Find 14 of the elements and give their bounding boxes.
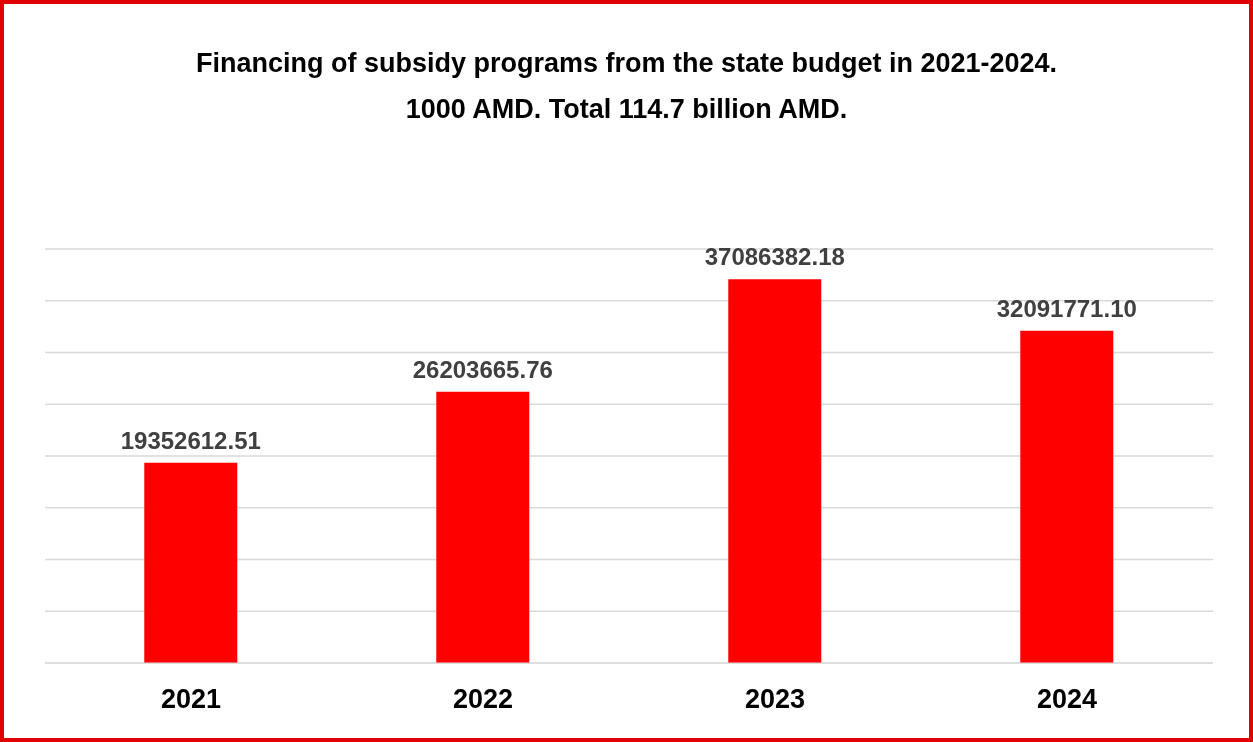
x-tick-label: 2022 [452, 684, 514, 715]
x-tick-label: 2021 [160, 684, 222, 715]
bar [728, 279, 822, 663]
bar [1020, 330, 1114, 663]
data-label: 26203665.76 [412, 355, 553, 383]
data-label: 32091771.10 [996, 294, 1137, 322]
x-tick-label: 2023 [744, 684, 806, 715]
chart-title: Financing of subsidy programs from the state budget in 2021-2024. [194, 47, 1059, 80]
bar [144, 462, 238, 663]
bar [436, 391, 530, 663]
chart-subtitle: 1000 AMD. Total 114.7 billion AMD. [404, 93, 849, 126]
data-label: 19352612.51 [120, 426, 261, 454]
data-label: 37086382.18 [704, 243, 845, 271]
x-tick-label: 2024 [1036, 684, 1098, 715]
